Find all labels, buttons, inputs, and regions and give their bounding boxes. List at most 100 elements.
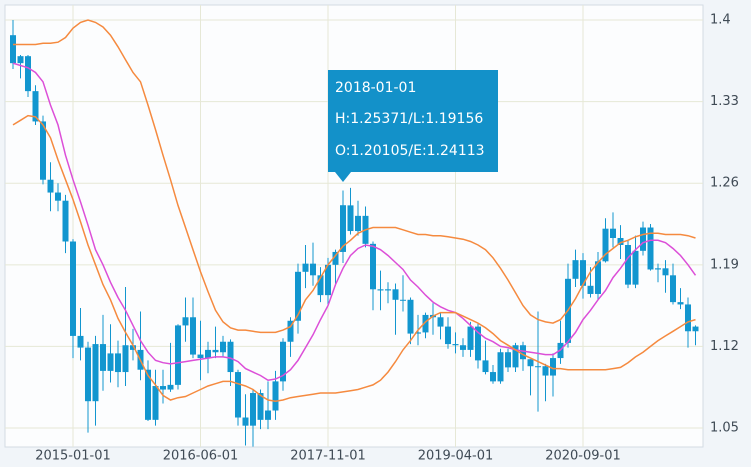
candle-body [415, 332, 421, 334]
candle-body [602, 228, 609, 262]
ma-line [12, 62, 697, 381]
candle-body [220, 341, 226, 353]
y-tick-label: 1.33 [710, 94, 739, 109]
candle-body [272, 381, 279, 411]
candle-body [265, 410, 271, 420]
candle-body [610, 228, 616, 239]
candle-body [212, 349, 219, 353]
candle-body [655, 268, 661, 270]
candle-body [370, 243, 376, 290]
candle-body [497, 352, 504, 382]
candle-body [227, 341, 234, 373]
candle-body [520, 345, 526, 360]
candle-body [115, 353, 121, 373]
tooltip-date: 2018-01-01 [335, 80, 416, 96]
candle-body [17, 56, 24, 64]
marks [10, 19, 699, 447]
x-tick-label: 2020-09-01 [545, 449, 621, 464]
candle-body [385, 289, 391, 291]
candle-body [437, 317, 444, 327]
candle-body [295, 271, 301, 321]
candle-body [85, 347, 91, 402]
candle-body [152, 386, 159, 420]
candle-body [250, 393, 256, 426]
tooltip-line: O:1.20105/E:1.24113 [335, 143, 485, 159]
candle-body [25, 56, 31, 92]
candle-body [10, 35, 16, 64]
candle-body [77, 335, 84, 348]
candle-body [550, 358, 556, 376]
candle-body [317, 275, 324, 296]
candle-body [475, 326, 481, 361]
candle-body [47, 179, 54, 193]
candle-body [302, 263, 309, 272]
candle-body [685, 304, 691, 332]
x-tick-label: 2017-11-01 [290, 449, 366, 464]
candle-body [512, 345, 519, 368]
candle-body [625, 244, 631, 285]
y-tick-label: 1.12 [710, 339, 739, 354]
candle-body [400, 299, 406, 301]
candle-body [580, 260, 586, 286]
candle-body [677, 302, 684, 305]
x-tick-label: 2019-04-01 [418, 449, 494, 464]
tooltip-box [328, 70, 498, 182]
candle-body [257, 393, 264, 420]
candle-body [662, 268, 669, 276]
candle-body [167, 384, 174, 390]
candle-body [535, 366, 541, 368]
candle-body [482, 360, 489, 373]
candle-body [280, 341, 286, 382]
candle-body [632, 250, 639, 285]
candle-body [407, 299, 414, 334]
candle-body [235, 372, 241, 418]
candle-body [587, 285, 594, 294]
candle-body [130, 345, 136, 350]
candle-body [62, 200, 69, 242]
candle-body [160, 386, 166, 390]
candle-body [340, 205, 346, 252]
candle-body [467, 326, 474, 350]
candle-body [92, 344, 99, 402]
x-tick-label: 2015-01-01 [35, 449, 111, 464]
candle-body [347, 205, 354, 232]
candle-body [310, 263, 316, 276]
candle-body [392, 289, 399, 300]
tooltip-line: H:1.25371/L:1.19156 [335, 111, 483, 127]
candle-body [490, 372, 496, 382]
candle-body [647, 227, 654, 270]
candle-body [452, 344, 459, 346]
candle-body [107, 353, 114, 371]
candle-body [145, 369, 151, 420]
candle-body [70, 241, 76, 336]
candle-body [422, 314, 429, 333]
candle-body [182, 317, 189, 326]
candle-body [527, 359, 534, 367]
tooltip: 2018-01-01 H:1.25371/L:1.19156 O:1.20105/E… [328, 70, 498, 182]
ma-line [13, 19, 696, 334]
candle-body [205, 349, 211, 359]
candle-body [332, 251, 339, 265]
candle-body [542, 366, 549, 376]
candle-body [572, 260, 579, 279]
candle-body [190, 317, 196, 355]
candle-body [287, 320, 294, 342]
candle-body [242, 417, 249, 426]
candle-body [617, 238, 624, 245]
candle-body [325, 264, 331, 296]
candle-body [670, 275, 676, 303]
x-tick-label: 2016-06-01 [163, 449, 239, 464]
candle-body [640, 227, 646, 251]
candle-body [595, 261, 601, 294]
candle-body [355, 215, 361, 232]
candle-body [55, 192, 61, 201]
candle-body [32, 91, 39, 122]
candle-body [692, 326, 699, 332]
y-tick-label: 1.19 [710, 257, 739, 272]
candle-body [40, 121, 46, 180]
candle-body [197, 354, 204, 359]
ma-line [12, 114, 696, 402]
candle-body [460, 345, 466, 350]
candle-body [445, 326, 451, 345]
candle-body [505, 352, 511, 368]
